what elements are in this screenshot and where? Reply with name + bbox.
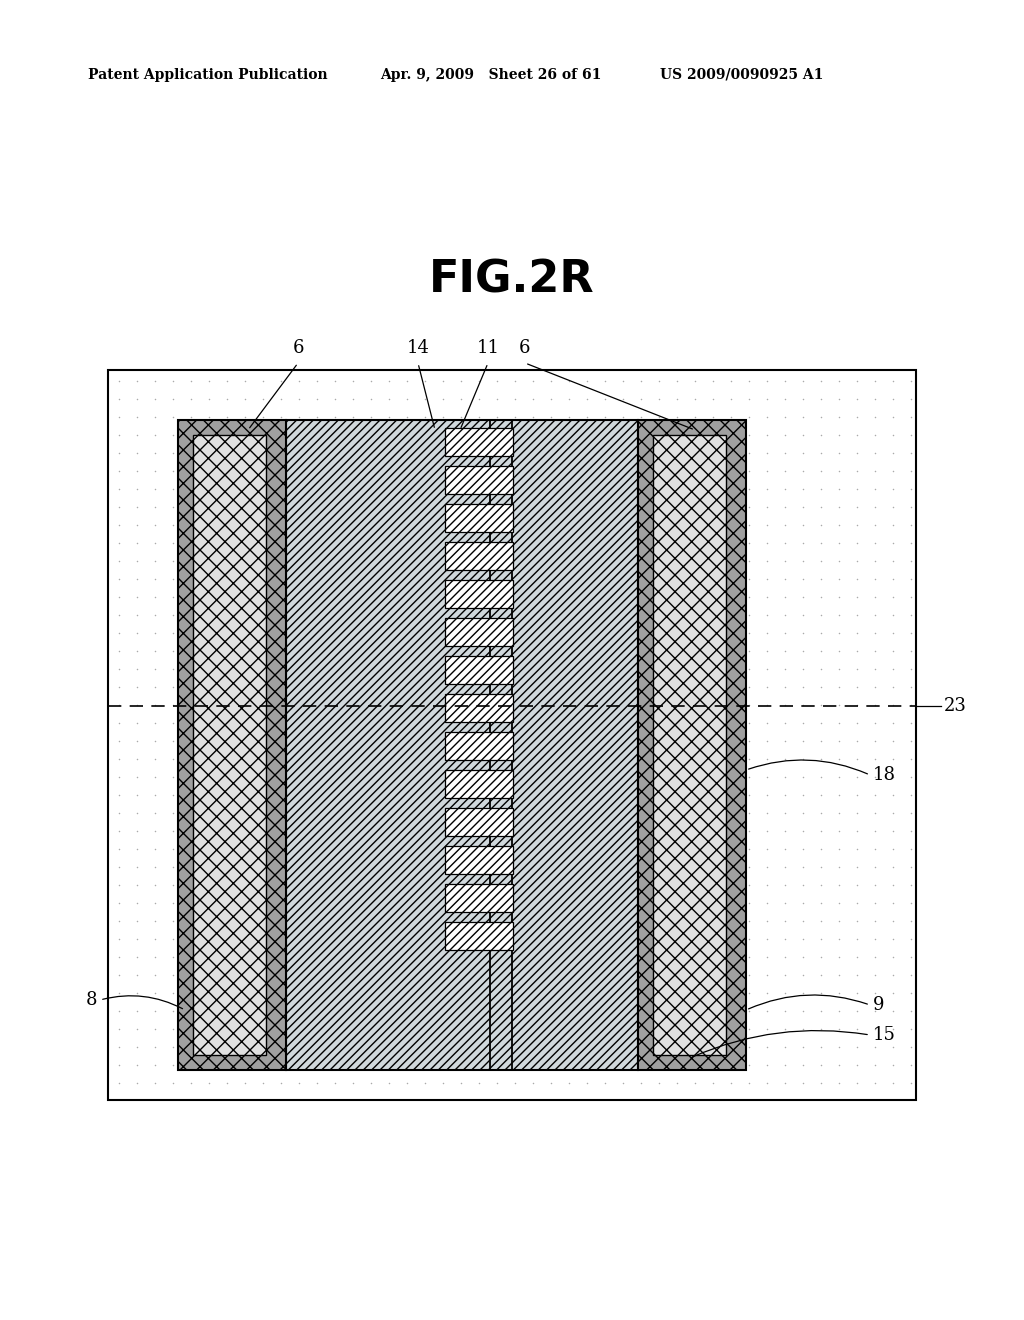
Text: 15: 15 <box>873 1026 896 1044</box>
Bar <box>445 921 513 950</box>
Text: 6: 6 <box>519 339 530 356</box>
Bar <box>445 543 513 570</box>
Text: 9: 9 <box>873 997 885 1014</box>
Bar <box>445 504 513 532</box>
Text: 11: 11 <box>476 339 500 356</box>
Text: FIG.2R: FIG.2R <box>429 259 595 301</box>
Bar <box>445 808 513 836</box>
Bar <box>445 694 513 722</box>
Bar <box>445 618 513 645</box>
Text: 14: 14 <box>407 339 429 356</box>
Bar <box>286 420 638 1071</box>
Bar <box>445 884 513 912</box>
Bar <box>445 846 513 874</box>
Text: 18: 18 <box>873 766 896 784</box>
Text: Apr. 9, 2009   Sheet 26 of 61: Apr. 9, 2009 Sheet 26 of 61 <box>380 69 601 82</box>
Text: 8: 8 <box>85 991 97 1008</box>
Bar <box>193 436 266 1055</box>
Bar <box>445 579 513 609</box>
Text: Patent Application Publication: Patent Application Publication <box>88 69 328 82</box>
Text: US 2009/0090925 A1: US 2009/0090925 A1 <box>660 69 823 82</box>
Bar <box>638 420 746 1071</box>
Bar <box>108 370 916 1100</box>
Bar <box>445 770 513 799</box>
Bar <box>445 466 513 494</box>
Text: 6: 6 <box>292 339 304 356</box>
Bar <box>445 428 513 455</box>
Bar <box>178 420 286 1071</box>
Bar <box>445 656 513 684</box>
Bar <box>653 436 726 1055</box>
Bar <box>445 733 513 760</box>
Text: 23: 23 <box>944 697 967 715</box>
